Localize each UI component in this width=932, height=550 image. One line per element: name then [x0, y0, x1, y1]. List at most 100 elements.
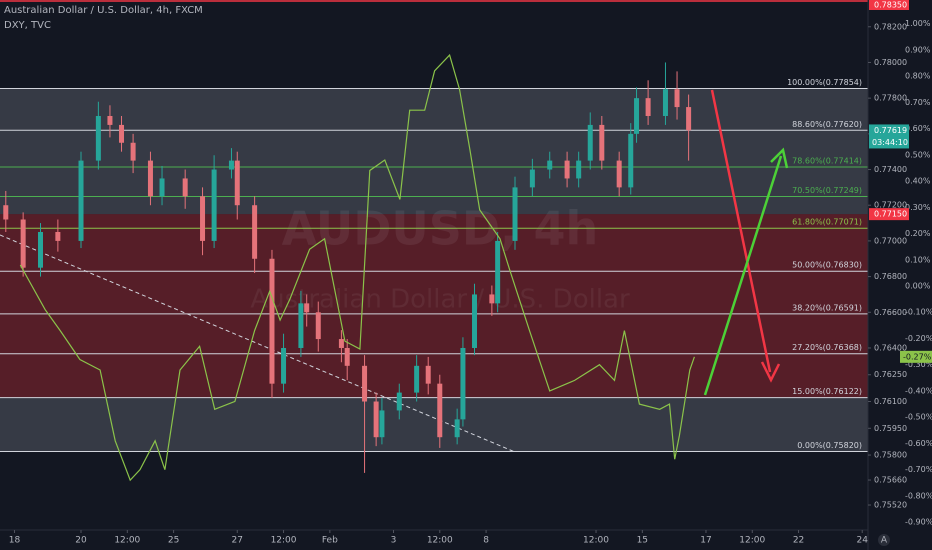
- candle-body: [119, 124, 125, 143]
- candle-body: [130, 142, 136, 161]
- candle-body: [298, 303, 304, 348]
- y-tick-label: 0.78000: [874, 58, 907, 67]
- up-arrow: [703, 155, 783, 396]
- x-tick-label: 12:00: [427, 536, 453, 546]
- y2-tick-label: 0.60%: [905, 124, 931, 133]
- candle-body: [495, 240, 501, 304]
- candle-body: [147, 160, 153, 197]
- axes: 0.782000.780000.778000.776000.774000.772…: [9, 0, 932, 546]
- y-tick-label: 0.77200: [874, 201, 907, 210]
- y2-tick-label: -0.20%: [905, 334, 932, 343]
- time-axis-panel: [0, 530, 868, 550]
- zone: [0, 88, 868, 215]
- candle-body: [599, 124, 605, 161]
- y-tick-label: 0.76250: [874, 370, 907, 379]
- candle-body: [200, 196, 206, 241]
- candle-body: [454, 419, 460, 438]
- candle-body: [281, 347, 287, 384]
- y2-tick-label: 0.90%: [905, 45, 931, 54]
- candle-body: [576, 160, 582, 179]
- candle-body: [338, 339, 344, 348]
- candle-body: [489, 294, 495, 304]
- candle-body: [547, 160, 553, 170]
- y2-tick-label: 0.50%: [905, 150, 931, 159]
- y-tick-label: 0.76800: [874, 272, 907, 281]
- countdown: 03:44:10: [872, 138, 908, 147]
- x-tick-label: 20: [75, 536, 87, 546]
- candle-body: [78, 160, 84, 241]
- x-tick-label: 3: [391, 536, 397, 546]
- axis-panel: [868, 0, 932, 550]
- x-tick-label: 8: [483, 536, 489, 546]
- candle-body: [95, 115, 101, 161]
- plot: 100.00%(0.77854) 88.60%(0.77620) 78.60%(0.…: [0, 0, 868, 482]
- candle-body: [529, 169, 535, 188]
- x-tick-label: 15: [637, 536, 648, 546]
- candle-body: [472, 294, 478, 348]
- scale-mode[interactable]: A: [881, 536, 888, 546]
- y2-tick-label: 0.70%: [905, 98, 931, 107]
- fib-label: 70.50%(0.77249): [792, 186, 862, 195]
- y-tick-label: 0.76100: [874, 397, 907, 406]
- y2-tick-label: 0.10%: [905, 255, 931, 264]
- candle-body: [645, 98, 651, 116]
- y2-tick-label: -0.60%: [905, 439, 932, 448]
- y-tick-label: 0.76600: [874, 308, 907, 317]
- marked-price-label: 0.77150: [874, 210, 907, 219]
- zone: [0, 214, 868, 398]
- y-tick-label: 0.75520: [874, 501, 907, 510]
- candle-body: [211, 169, 217, 241]
- x-tick-label: 27: [232, 536, 243, 546]
- candle-body: [379, 410, 385, 438]
- y-tick-label: 0.75660: [874, 476, 907, 485]
- y2-tick-label: 1.00%: [905, 19, 931, 28]
- y2-tick-label: -0.10%: [905, 308, 932, 317]
- x-tick-label: 17: [700, 536, 711, 546]
- y2-tick-label: 0.80%: [905, 72, 931, 81]
- x-tick-label: 18: [9, 536, 21, 546]
- candle-body: [228, 160, 234, 170]
- candle-body: [662, 89, 668, 116]
- candle-body: [628, 133, 634, 188]
- candle-body: [182, 178, 188, 197]
- up-arrow-head: [770, 147, 789, 169]
- fib-label: 50.00%(0.76830): [792, 261, 862, 270]
- y2-tick-label: -0.90%: [905, 518, 932, 527]
- x-tick-label: 12:00: [739, 536, 765, 546]
- candle-body: [3, 205, 9, 220]
- alert-price-box: [869, 0, 909, 10]
- y2-tick-label: 0.40%: [905, 177, 931, 186]
- fib-label: 38.20%(0.76591): [792, 303, 862, 312]
- x-tick-label: 12:00: [583, 536, 609, 546]
- candle-body: [396, 392, 402, 411]
- current-price-label: 0.77619: [874, 126, 907, 135]
- candle-body: [686, 107, 692, 131]
- current-price-box: [869, 124, 909, 149]
- fib-label: 100.00%(0.77854): [787, 78, 862, 87]
- y2-tick-label: -0.80%: [905, 491, 932, 500]
- x-tick-label: 12:00: [114, 536, 140, 546]
- x-tick-label: 24: [856, 536, 868, 546]
- candle-body: [344, 347, 350, 366]
- y-tick-label: 0.76400: [874, 343, 907, 352]
- fib-label: 27.20%(0.76368): [792, 343, 862, 352]
- candle-body: [425, 365, 431, 384]
- candle-body: [362, 365, 368, 402]
- dxy-last-box: [900, 350, 932, 363]
- chart-subtitle: DXY, TVC: [4, 20, 51, 31]
- candle-body: [315, 312, 321, 340]
- y-tick-label: 0.77400: [874, 165, 907, 174]
- candle-body: [674, 89, 680, 108]
- y2-tick-label: -0.40%: [905, 386, 932, 395]
- candle-body: [55, 231, 61, 241]
- y-tick-label: 0.78200: [874, 22, 907, 31]
- candle-body: [460, 347, 466, 420]
- fib-label: 78.60%(0.77414): [792, 157, 862, 166]
- scale-button[interactable]: [878, 534, 890, 546]
- candle-body: [234, 160, 240, 206]
- candle-body: [107, 115, 113, 125]
- fib-label: 0.00%(0.75820): [797, 441, 862, 450]
- fib-label: 88.60%(0.77620): [792, 120, 862, 129]
